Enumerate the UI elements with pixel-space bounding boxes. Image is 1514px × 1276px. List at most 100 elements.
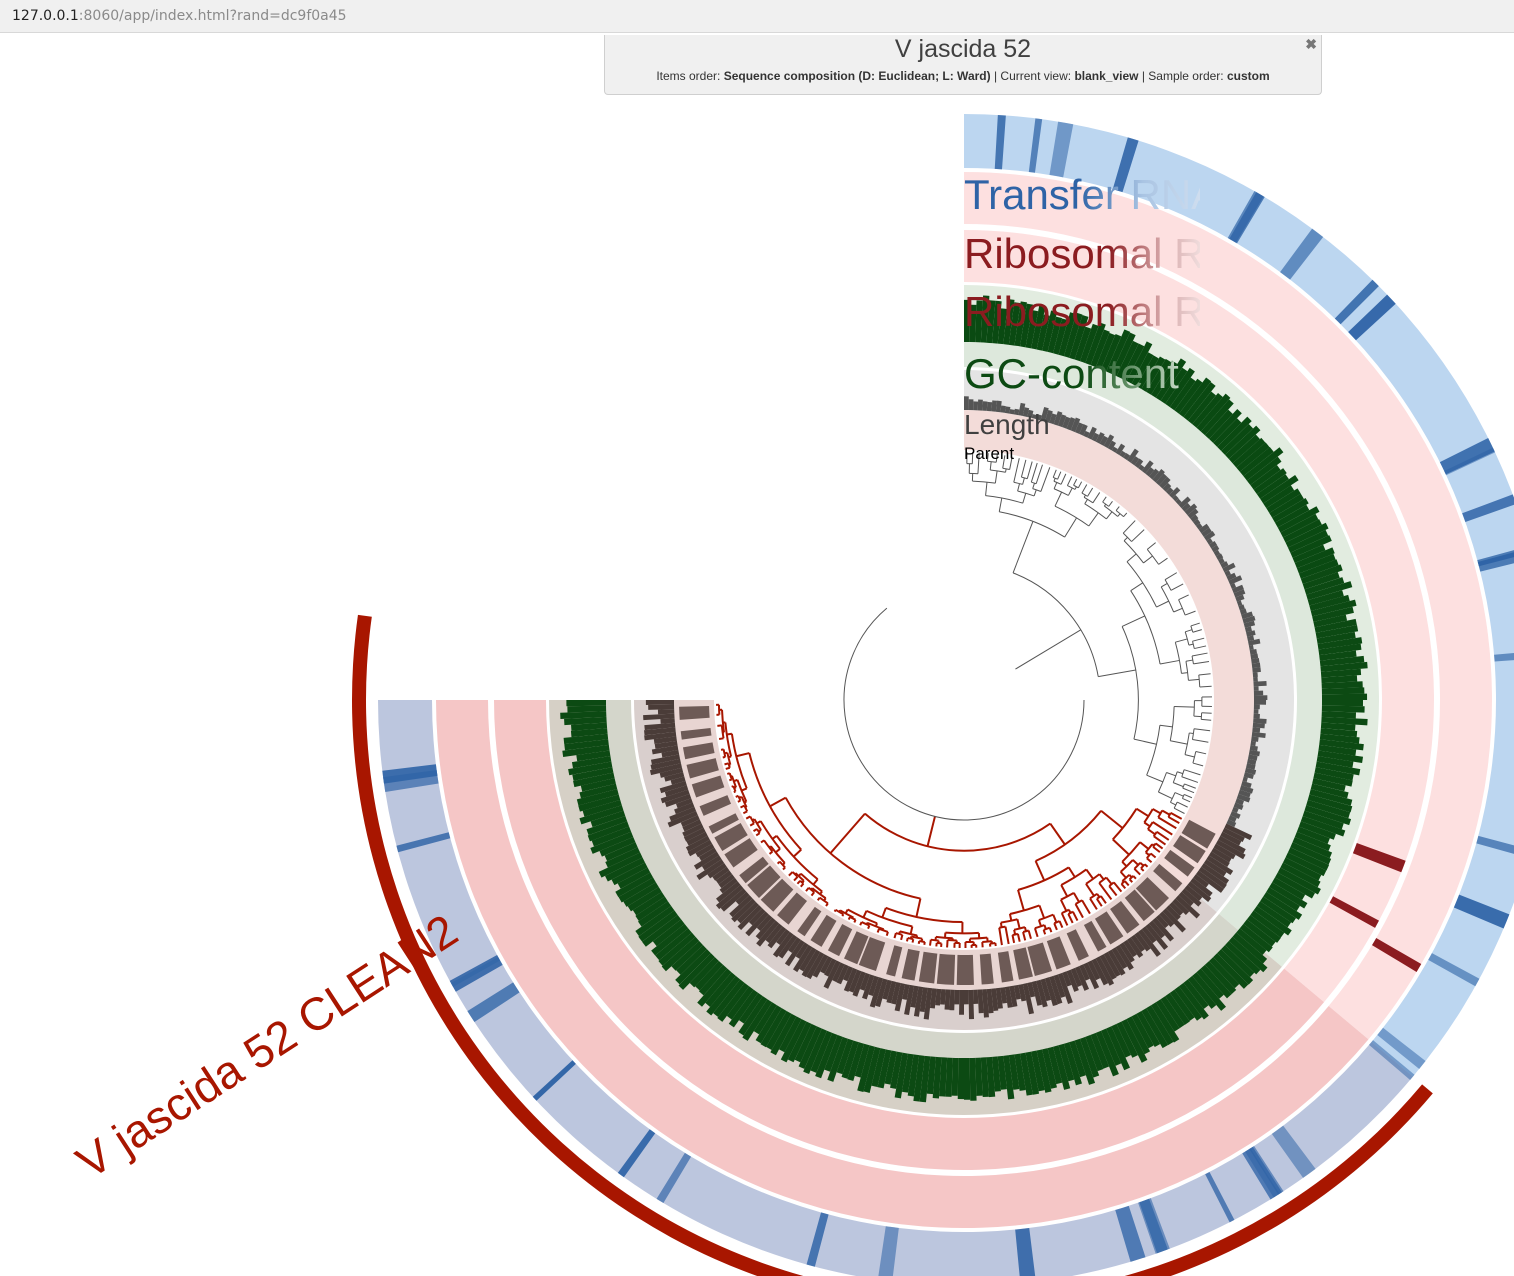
- length-bar: [1115, 443, 1126, 456]
- gc-bar: [742, 999, 773, 1041]
- length-bar: [862, 974, 875, 1000]
- tree-branch-bin-leaf: [760, 839, 765, 844]
- tree-branch-outgroup-stem: [1033, 489, 1037, 497]
- tree-branch-bin-stem: [1139, 862, 1145, 867]
- gc-bar: [1280, 513, 1319, 538]
- sample-order-value: custom: [1226, 69, 1270, 83]
- tree-branch-outgroup-leaf: [1181, 776, 1199, 783]
- rrna-mark: [1372, 938, 1422, 972]
- address-bar[interactable]: 127.0.0.1:8060/app/index.html?rand=dc9f0…: [0, 0, 1514, 33]
- gc-bar: [964, 299, 971, 343]
- tree-branch-bin-leaf: [776, 860, 781, 865]
- length-bar: [949, 989, 955, 1011]
- length-bar: [765, 923, 783, 944]
- gc-bar: [1243, 447, 1284, 481]
- trna-mark: [806, 1212, 829, 1267]
- gc-bar: [1141, 1008, 1169, 1049]
- gc-bar: [1079, 323, 1099, 364]
- tree-branch-outgroup-stem: [1174, 792, 1184, 797]
- tree-branch-outgroup-stem: [1130, 582, 1144, 592]
- length-bar: [1099, 954, 1117, 980]
- gc-bar: [1008, 1054, 1020, 1090]
- tree-branch-outgroup-stem: [1126, 553, 1137, 563]
- length-bar: [1253, 686, 1259, 691]
- tree-branch-outgroup-stem: [1156, 600, 1169, 608]
- gc-bar: [798, 1026, 822, 1069]
- gc-bar: [698, 964, 728, 996]
- trna-layer-bg: [964, 114, 1514, 1077]
- length-bar: [1224, 570, 1231, 577]
- gc-bar: [1287, 847, 1330, 871]
- gc-bar: [1136, 1010, 1161, 1047]
- gc-bar: [1269, 493, 1304, 518]
- tree-branch-outgroup-leaf: [1066, 476, 1073, 486]
- gc-bar: [1315, 761, 1361, 776]
- length-bar: [977, 399, 983, 411]
- gc-bar: [573, 772, 615, 788]
- tree-branch-bin-stem: [1100, 809, 1124, 829]
- tree-branch-bin-leaf: [867, 925, 871, 930]
- gc-bar: [1300, 564, 1343, 585]
- length-bar: [894, 983, 906, 1012]
- tree-branch-bin-arc: [775, 835, 819, 881]
- tree-branch-outgroup-leaf: [1201, 712, 1212, 714]
- gc-bar: [1121, 343, 1145, 382]
- length-bar: [1123, 939, 1137, 958]
- length-bar: [1053, 411, 1063, 426]
- tree-branch-outgroup-stem: [1173, 607, 1183, 613]
- gc-bar: [675, 949, 711, 985]
- gc-bar: [1121, 1018, 1148, 1063]
- gc-bar: [572, 767, 614, 781]
- length-bar: [1248, 749, 1261, 757]
- length-bar: [737, 901, 759, 924]
- length-bar: [1009, 409, 1015, 415]
- gc-bar: [1192, 972, 1227, 1011]
- tree-branch-outgroup-leaf: [1192, 637, 1205, 642]
- trna-mark: [1112, 137, 1139, 193]
- tree-branch-bin-arc: [1034, 924, 1045, 930]
- tree-branch-bin-leaf: [1011, 934, 1016, 944]
- parent-block: [1027, 942, 1053, 977]
- length-bar: [923, 987, 933, 1020]
- length-bar: [1253, 713, 1260, 719]
- length-bar: [1211, 545, 1220, 553]
- trna-mark: [1348, 294, 1396, 341]
- length-bar: [1252, 672, 1258, 678]
- length-bar: [1070, 967, 1083, 987]
- length-bar: [1253, 695, 1268, 700]
- length-bar: [904, 984, 915, 1016]
- parent-block: [1173, 835, 1206, 864]
- separator: |: [1141, 69, 1149, 83]
- gc-bar: [566, 700, 607, 707]
- gc-bar: [1269, 882, 1308, 909]
- tree-branch-outgroup-stem: [1064, 517, 1077, 538]
- length-bar: [645, 700, 675, 705]
- tree-branch-bin-stem: [793, 872, 797, 875]
- length-bar: [685, 835, 710, 852]
- length-bar: [712, 866, 730, 881]
- length-bar: [1238, 604, 1245, 611]
- length-bar: [1138, 929, 1161, 957]
- trna-mark: [1229, 192, 1265, 244]
- close-icon[interactable]: ✖: [1305, 36, 1317, 52]
- gc-bar: [787, 1021, 812, 1063]
- tree-branch-outgroup-leaf: [1195, 751, 1207, 755]
- tree-branch-outgroup-leaf: [1035, 464, 1043, 484]
- bin-label[interactable]: V jascida 52 CLEAN2: [67, 904, 466, 1189]
- tree-branch-bin-arc: [885, 906, 963, 924]
- length-bar: [1228, 815, 1237, 823]
- length-bar: [654, 740, 678, 749]
- tree-branch-outgroup-stem: [1103, 503, 1107, 507]
- tree-branch-outgroup-leaf: [1184, 783, 1196, 789]
- length-bar: [1249, 648, 1258, 655]
- length-bar: [944, 989, 951, 1010]
- gc-bar: [678, 953, 715, 990]
- tree-branch-outgroup-leaf: [1170, 583, 1184, 591]
- gc-bar: [907, 1054, 920, 1097]
- gc-bar: [1307, 590, 1344, 606]
- items-order-value: Sequence composition (D: Euclidean; L: W…: [723, 69, 991, 83]
- length-bar: [1027, 981, 1036, 998]
- tree-branch-bin-arc: [899, 930, 918, 937]
- parent-block: [1110, 900, 1140, 934]
